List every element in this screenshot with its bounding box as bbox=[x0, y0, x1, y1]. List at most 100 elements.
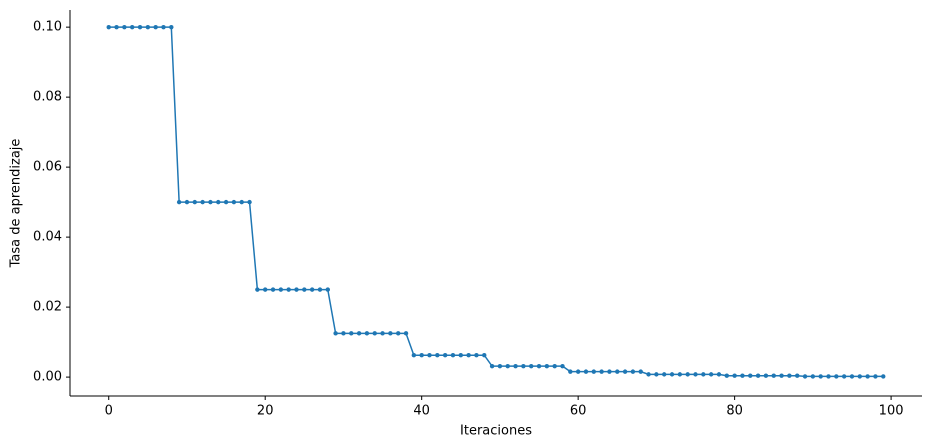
point bbox=[677, 372, 683, 377]
y-axis-label: Tasa de aprendizaje bbox=[9, 139, 24, 269]
point bbox=[748, 373, 753, 378]
x-tick-label: 40 bbox=[413, 404, 430, 419]
point bbox=[364, 331, 370, 336]
point bbox=[427, 353, 432, 358]
point bbox=[724, 373, 729, 378]
point bbox=[317, 287, 323, 292]
point bbox=[630, 369, 636, 374]
point bbox=[349, 331, 354, 336]
point bbox=[583, 369, 589, 374]
point bbox=[865, 374, 870, 379]
point bbox=[607, 369, 612, 374]
point bbox=[114, 24, 119, 30]
point bbox=[372, 331, 377, 336]
point bbox=[286, 287, 291, 292]
point bbox=[497, 363, 503, 369]
point bbox=[489, 363, 495, 369]
point bbox=[771, 373, 776, 378]
point bbox=[396, 331, 401, 336]
point bbox=[544, 363, 550, 369]
point bbox=[333, 331, 338, 336]
y-tick-label: 0.08 bbox=[33, 90, 62, 105]
point bbox=[411, 353, 417, 358]
point bbox=[662, 372, 667, 377]
y-tick-label: 0.06 bbox=[33, 160, 62, 175]
point bbox=[529, 363, 534, 369]
point bbox=[442, 353, 448, 358]
line bbox=[108, 26, 884, 378]
point bbox=[255, 287, 260, 292]
y-tick-label: 0.10 bbox=[33, 20, 62, 35]
point bbox=[239, 199, 244, 205]
x-tick-label: 60 bbox=[570, 404, 587, 419]
y-tick-label: 0.02 bbox=[33, 300, 62, 315]
point bbox=[184, 199, 190, 205]
point bbox=[270, 287, 276, 292]
point bbox=[568, 369, 573, 374]
point bbox=[325, 287, 330, 292]
point bbox=[309, 287, 315, 292]
point bbox=[356, 331, 362, 336]
point bbox=[841, 374, 847, 379]
point bbox=[685, 372, 690, 377]
point bbox=[536, 363, 542, 369]
point bbox=[560, 363, 565, 369]
point bbox=[294, 287, 299, 292]
x-tick-label: 100 bbox=[879, 404, 904, 419]
point bbox=[231, 199, 237, 205]
point bbox=[638, 369, 643, 374]
point bbox=[216, 199, 221, 205]
point bbox=[826, 374, 831, 379]
point bbox=[458, 353, 463, 358]
point bbox=[615, 369, 620, 374]
point bbox=[403, 331, 409, 336]
point bbox=[810, 374, 816, 379]
point bbox=[732, 373, 737, 378]
point bbox=[176, 199, 182, 205]
point bbox=[106, 24, 111, 30]
x-axis-label: Iteraciones bbox=[460, 424, 532, 439]
point bbox=[708, 372, 714, 377]
point bbox=[122, 24, 127, 30]
point bbox=[450, 353, 456, 358]
point bbox=[669, 372, 675, 377]
point bbox=[740, 373, 745, 378]
point bbox=[849, 374, 855, 379]
point bbox=[247, 199, 252, 205]
x-tick-label: 20 bbox=[257, 404, 274, 419]
point bbox=[161, 24, 166, 30]
point bbox=[388, 331, 393, 336]
point bbox=[263, 287, 268, 292]
point bbox=[137, 24, 143, 30]
point bbox=[466, 353, 471, 358]
point bbox=[834, 374, 839, 379]
point bbox=[474, 353, 479, 358]
point bbox=[622, 369, 628, 374]
x-tick-label: 80 bbox=[726, 404, 743, 419]
point bbox=[192, 199, 197, 205]
point bbox=[755, 373, 761, 378]
y-tick-label: 0.04 bbox=[33, 230, 62, 245]
point bbox=[302, 287, 307, 292]
point bbox=[575, 369, 581, 374]
point bbox=[779, 373, 784, 378]
point bbox=[552, 363, 557, 369]
point bbox=[795, 373, 800, 378]
point bbox=[763, 373, 769, 378]
point bbox=[701, 372, 706, 377]
point bbox=[521, 363, 526, 369]
point bbox=[591, 369, 596, 374]
point bbox=[223, 199, 229, 205]
point bbox=[693, 372, 698, 377]
point bbox=[145, 24, 151, 30]
point bbox=[857, 374, 863, 379]
point bbox=[435, 353, 440, 358]
point bbox=[200, 199, 205, 205]
point bbox=[654, 372, 659, 377]
point bbox=[169, 24, 174, 30]
point bbox=[818, 374, 823, 379]
point bbox=[505, 363, 510, 369]
point bbox=[881, 374, 886, 379]
point bbox=[802, 374, 808, 379]
